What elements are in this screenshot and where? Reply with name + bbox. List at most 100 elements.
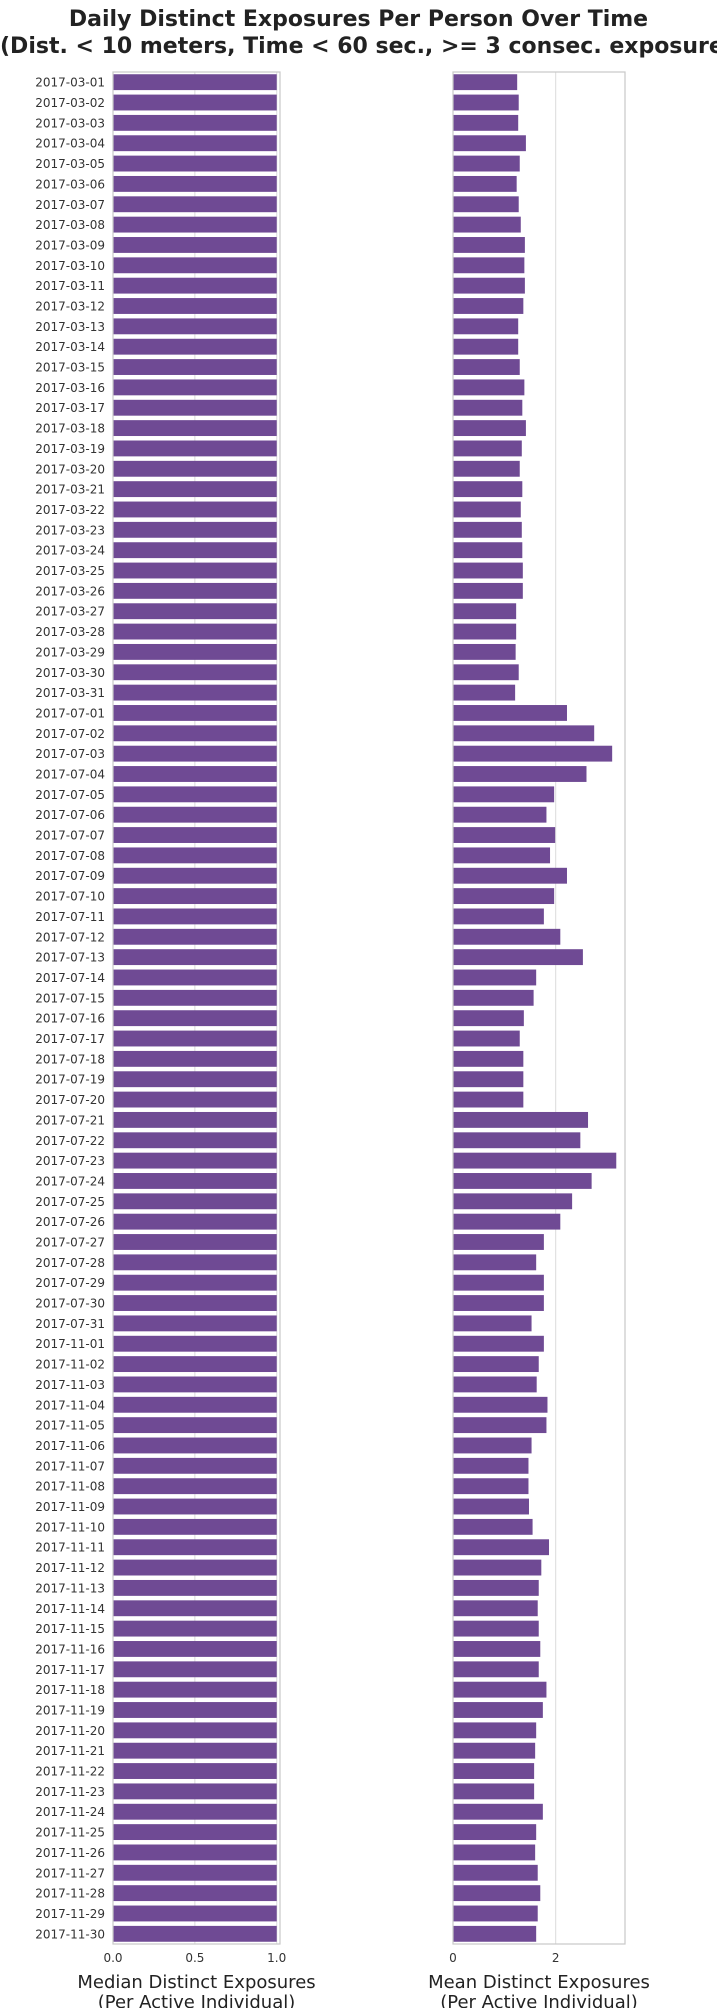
bar-mean-2017-07-29 (453, 1274, 544, 1291)
bar-mean-2017-03-17 (453, 399, 523, 416)
bar-median-2017-11-05 (113, 1417, 277, 1434)
category-label-2017-11-22: 2017-11-22 (35, 1765, 105, 1779)
bar-mean-2017-11-27 (453, 1864, 538, 1881)
bar-mean-2017-07-02 (453, 725, 595, 742)
category-label-2017-07-19: 2017-07-19 (35, 1073, 105, 1087)
category-label-2017-03-13: 2017-03-13 (35, 320, 105, 334)
category-label-2017-03-17: 2017-03-17 (35, 401, 105, 415)
bar-median-2017-07-04 (113, 766, 277, 782)
bar-mean-2017-07-03 (453, 745, 613, 762)
category-label-2017-03-01: 2017-03-01 (35, 76, 105, 90)
bar-median-2017-11-13 (113, 1579, 277, 1596)
bar-mean-2017-07-19 (453, 1071, 524, 1088)
bar-mean-2017-11-10 (453, 1518, 533, 1535)
bar-median-2017-11-09 (113, 1498, 277, 1515)
bar-median-2017-11-17 (113, 1661, 277, 1678)
bar-mean-2017-03-25 (453, 562, 523, 579)
category-label-2017-03-07: 2017-03-07 (35, 198, 105, 212)
bar-median-2017-11-21 (113, 1742, 277, 1759)
bar-median-2017-03-30 (113, 664, 277, 681)
bar-median-2017-03-21 (113, 481, 277, 498)
bar-median-2017-03-04 (113, 135, 277, 152)
bar-mean-2017-03-15 (453, 359, 520, 375)
bar-mean-2017-03-27 (453, 603, 517, 620)
bar-median-2017-11-06 (113, 1437, 277, 1454)
category-label-2017-11-05: 2017-11-05 (35, 1419, 105, 1433)
category-label-2017-11-06: 2017-11-06 (35, 1439, 105, 1453)
bar-mean-2017-11-11 (453, 1539, 550, 1556)
category-label-2017-03-06: 2017-03-06 (35, 177, 105, 191)
bar-mean-2017-03-09 (453, 237, 525, 253)
bar-mean-2017-11-13 (453, 1579, 539, 1596)
bar-mean-2017-07-11 (453, 908, 544, 925)
category-label-2017-07-15: 2017-07-15 (35, 991, 105, 1005)
bar-median-2017-07-30 (113, 1295, 277, 1311)
category-label-2017-03-08: 2017-03-08 (35, 218, 105, 232)
bar-median-2017-11-23 (113, 1783, 277, 1800)
category-label-2017-11-16: 2017-11-16 (35, 1642, 105, 1656)
bar-median-2017-03-14 (113, 338, 277, 355)
bar-median-2017-03-10 (113, 257, 277, 274)
axes-frame-median (112, 71, 281, 1945)
bar-mean-2017-11-30 (453, 1925, 537, 1942)
bar-median-2017-07-05 (113, 786, 277, 803)
bar-median-2017-07-17 (113, 1030, 277, 1047)
bar-mean-2017-07-08 (453, 847, 551, 864)
category-label-2017-03-16: 2017-03-16 (35, 381, 105, 395)
bar-mean-2017-07-20 (453, 1091, 524, 1108)
bar-mean-2017-07-13 (453, 949, 583, 966)
bar-median-2017-07-27 (113, 1234, 277, 1250)
bar-median-2017-07-24 (113, 1173, 277, 1189)
bar-median-2017-07-23 (113, 1152, 277, 1169)
category-label-2017-11-26: 2017-11-26 (35, 1846, 105, 1860)
category-label-2017-07-20: 2017-07-20 (35, 1093, 105, 1107)
bar-mean-2017-07-18 (453, 1050, 524, 1067)
category-label-2017-11-19: 2017-11-19 (35, 1704, 105, 1718)
bar-median-2017-07-11 (113, 908, 277, 925)
bar-median-2017-07-20 (113, 1091, 277, 1108)
category-label-2017-11-29: 2017-11-29 (35, 1907, 105, 1921)
bar-median-2017-11-04 (113, 1396, 277, 1413)
bar-median-2017-07-08 (113, 847, 277, 864)
bar-median-2017-11-08 (113, 1478, 277, 1495)
bar-median-2017-07-13 (113, 949, 277, 966)
category-label-2017-11-12: 2017-11-12 (35, 1561, 105, 1575)
category-label-2017-07-21: 2017-07-21 (35, 1113, 105, 1127)
category-label-2017-07-29: 2017-07-29 (35, 1276, 105, 1290)
bar-median-2017-03-02 (113, 94, 277, 111)
bar-median-2017-03-11 (113, 277, 277, 294)
category-label-2017-03-21: 2017-03-21 (35, 483, 105, 497)
bar-mean-2017-03-10 (453, 257, 525, 274)
category-label-2017-07-18: 2017-07-18 (35, 1052, 105, 1066)
bar-mean-2017-03-07 (453, 196, 519, 213)
bar-mean-2017-03-23 (453, 521, 522, 538)
bar-median-2017-11-24 (113, 1803, 277, 1820)
category-label-2017-07-03: 2017-07-03 (35, 747, 105, 761)
bar-mean-2017-11-17 (453, 1661, 539, 1678)
bar-median-2017-03-13 (113, 318, 277, 335)
bar-median-2017-07-01 (113, 705, 277, 721)
bar-median-2017-03-01 (113, 74, 277, 91)
category-label-2017-07-26: 2017-07-26 (35, 1215, 105, 1229)
category-label-2017-11-18: 2017-11-18 (35, 1683, 105, 1697)
category-label-2017-11-08: 2017-11-08 (35, 1480, 105, 1494)
category-label-2017-07-28: 2017-07-28 (35, 1256, 105, 1270)
bar-median-2017-07-10 (113, 888, 277, 905)
x-axis-title-median-line1: Median Distinct Exposures (77, 1972, 315, 1993)
bar-mean-2017-03-26 (453, 582, 523, 599)
xtick-label-median-2: 1.0 (267, 1951, 286, 1965)
bar-median-2017-11-27 (113, 1864, 277, 1881)
bar-mean-2017-11-09 (453, 1498, 529, 1515)
bar-median-2017-03-09 (113, 237, 277, 253)
category-label-2017-07-08: 2017-07-08 (35, 849, 105, 863)
x-axis-title-mean-line2: (Per Active Individual) (440, 1992, 638, 2008)
bar-median-2017-03-19 (113, 440, 277, 457)
category-label-2017-03-29: 2017-03-29 (35, 645, 105, 659)
category-label-2017-03-22: 2017-03-22 (35, 503, 105, 517)
bar-mean-2017-03-08 (453, 216, 521, 233)
bar-mean-2017-03-30 (453, 664, 519, 681)
bar-mean-2017-07-27 (453, 1234, 544, 1250)
bar-mean-2017-03-31 (453, 684, 516, 701)
category-label-2017-03-19: 2017-03-19 (35, 442, 105, 456)
bar-median-2017-03-05 (113, 155, 277, 172)
